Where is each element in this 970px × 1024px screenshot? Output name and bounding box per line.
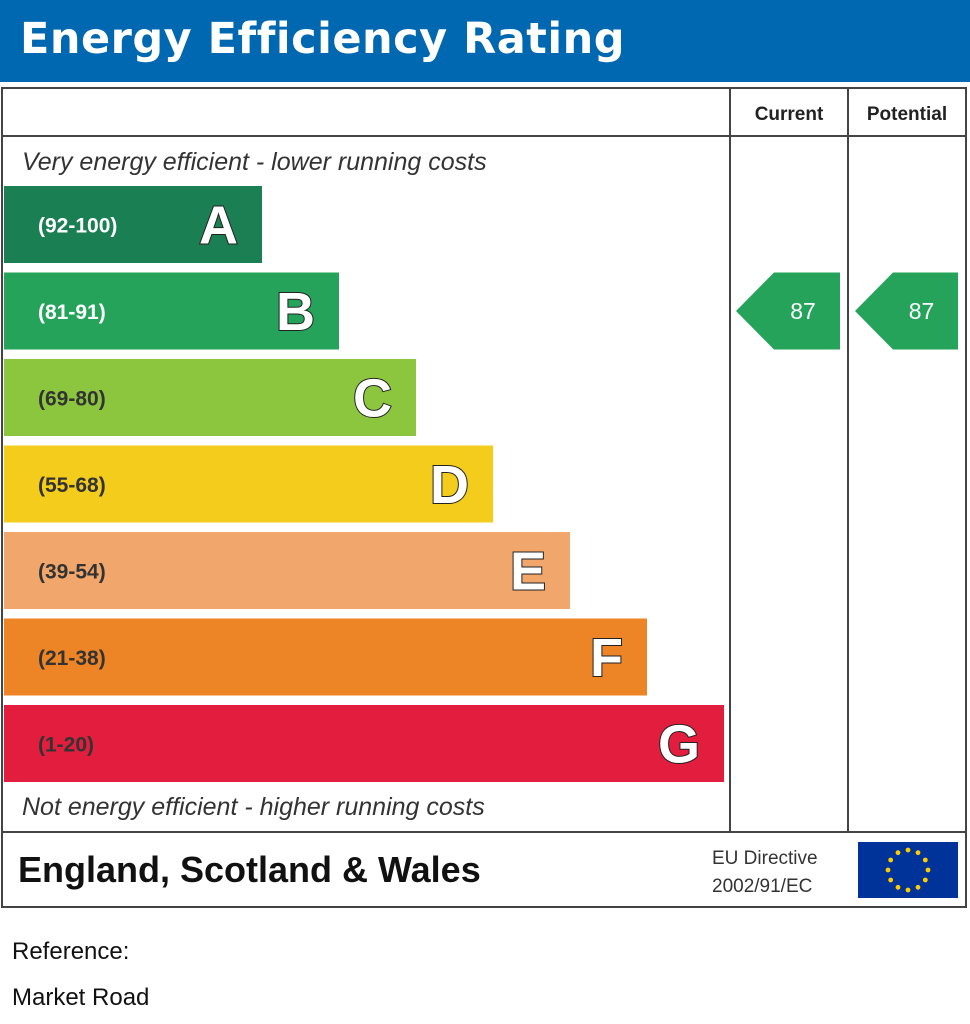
directive-line-2: 2002/91/EC: [712, 876, 812, 897]
eu-flag-icon: [858, 842, 958, 898]
rating-arrows: 87 87: [736, 272, 958, 350]
eu-star-icon: [895, 884, 901, 890]
eu-star-icon: [895, 850, 901, 856]
bottom-caption: Not energy efficient - higher running co…: [22, 793, 485, 821]
reference-address: Market Road: [12, 984, 150, 1011]
band-d-bar: [4, 445, 493, 523]
band-d-range: (55-68): [38, 474, 106, 497]
reference-label: Reference:: [12, 938, 130, 965]
page-title: Energy Efficiency Rating: [20, 14, 625, 64]
current-rating-arrow: [736, 272, 840, 350]
eu-star-icon: [915, 884, 921, 890]
band-e-bar: [4, 532, 570, 609]
eu-star-icon: [885, 867, 891, 873]
column-header-potential: Potential: [867, 104, 947, 125]
band-c-bar: [4, 359, 416, 436]
eu-star-icon: [925, 867, 931, 873]
band-a-letter: A: [199, 196, 238, 256]
rating-bands: (92-100) A (81-91) B (69-80) C (55-68) D (39-54)…: [4, 186, 724, 782]
band-b-letter: B: [276, 282, 315, 342]
band-f-letter: F: [590, 628, 623, 688]
eu-flag-stars: [885, 847, 931, 893]
band-a-bar: [4, 186, 262, 263]
band-d-letter: D: [430, 455, 469, 515]
eu-star-icon: [888, 877, 894, 883]
band-f-bar: [4, 618, 647, 696]
energy-rating-chart: Current Potential Very energy efficient …: [1, 87, 967, 908]
column-header-current: Current: [755, 104, 824, 125]
band-g-letter: G: [658, 715, 700, 775]
band-g-bar: [4, 705, 724, 782]
potential-rating-arrow: [855, 272, 958, 350]
band-f-range: (21-38): [38, 647, 106, 670]
eu-star-icon: [922, 877, 928, 883]
potential-rating-value: 87: [909, 298, 935, 324]
band-c-range: (69-80): [38, 388, 106, 411]
band-e-letter: E: [510, 542, 546, 602]
eu-star-icon: [915, 850, 921, 856]
band-b-range: (81-91): [38, 301, 106, 324]
band-b-bar: [4, 272, 339, 350]
eu-star-icon: [888, 857, 894, 863]
band-e-range: (39-54): [38, 561, 106, 584]
band-g-range: (1-20): [38, 734, 94, 757]
band-a-range: (92-100): [38, 215, 117, 238]
region-label: England, Scotland & Wales: [18, 849, 481, 890]
directive-line-1: EU Directive: [712, 848, 818, 869]
current-rating-value: 87: [790, 298, 816, 324]
band-c-letter: C: [353, 369, 392, 429]
eu-star-icon: [905, 887, 911, 893]
eu-star-icon: [922, 857, 928, 863]
top-caption: Very energy efficient - lower running co…: [22, 148, 487, 176]
header-bar: Energy Efficiency Rating: [0, 0, 970, 82]
eu-star-icon: [905, 847, 911, 853]
